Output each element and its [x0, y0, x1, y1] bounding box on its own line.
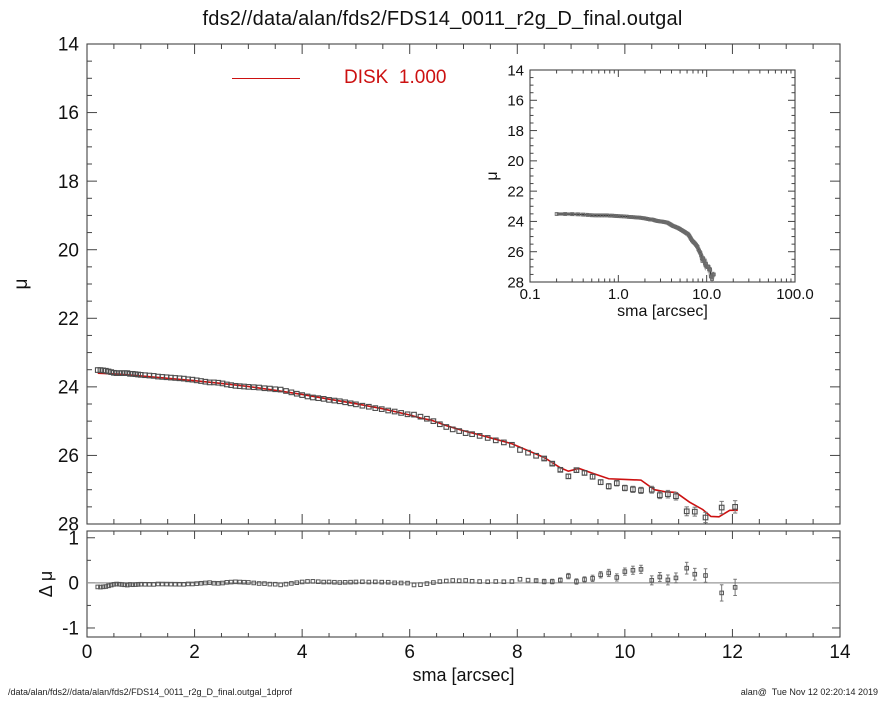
svg-text:0.1: 0.1	[520, 286, 541, 303]
legend-label: DISK 1.000	[344, 67, 447, 88]
disk-model-line	[97, 372, 738, 518]
main-data-series	[94, 367, 738, 524]
svg-text:16: 16	[58, 103, 79, 124]
main-panel: 14 16 18 20 22 24 26 28	[58, 35, 841, 536]
svg-text:10: 10	[614, 642, 635, 663]
svg-text:100.0: 100.0	[776, 286, 814, 303]
svg-text:14: 14	[58, 35, 80, 56]
svg-text:18: 18	[507, 123, 524, 140]
svg-text:24: 24	[507, 214, 524, 231]
svg-text:μ: μ	[11, 279, 32, 290]
svg-text:22: 22	[58, 309, 79, 330]
svg-text:0: 0	[68, 574, 79, 595]
footer-user-timestamp: alan@ Tue Nov 12 02:20:14 2019	[740, 687, 878, 697]
svg-text:sma [arcsec]: sma [arcsec]	[617, 303, 708, 320]
svg-text:-1: -1	[62, 619, 79, 640]
svg-text:28: 28	[58, 515, 79, 536]
inset-panel: 0.1 1.0 10.0 100.0 14 16 18 20 22 24 26 28	[507, 62, 813, 303]
svg-text:1: 1	[68, 528, 79, 549]
svg-text:14: 14	[507, 62, 524, 79]
svg-text:1.0: 1.0	[608, 286, 629, 303]
svg-text:20: 20	[58, 240, 79, 261]
svg-text:2: 2	[189, 642, 200, 663]
svg-text:16: 16	[507, 93, 524, 110]
inset-data-series	[554, 212, 716, 282]
svg-text:6: 6	[404, 642, 415, 663]
svg-text:24: 24	[58, 378, 80, 399]
footer-file-path: /data/alan/fds2//data/alan/fds2/FDS14_00…	[8, 687, 293, 697]
svg-text:18: 18	[58, 172, 79, 193]
svg-text:26: 26	[507, 244, 524, 261]
svg-text:22: 22	[507, 183, 524, 200]
svg-text:14: 14	[829, 642, 851, 663]
svg-text:28: 28	[507, 274, 524, 291]
svg-text:12: 12	[722, 642, 743, 663]
plot-title: fds2//data/alan/fds2/FDS14_0011_r2g_D_fi…	[202, 8, 683, 30]
legend: DISK 1.000	[232, 66, 446, 90]
svg-text:sma [arcsec]: sma [arcsec]	[412, 665, 514, 685]
svg-text:26: 26	[58, 446, 79, 467]
svg-text:Δ μ: Δ μ	[36, 571, 56, 597]
svg-text:0: 0	[82, 642, 93, 663]
svg-text:μ: μ	[484, 171, 501, 180]
svg-text:20: 20	[507, 153, 524, 170]
svg-text:4: 4	[297, 642, 308, 663]
svg-text:8: 8	[512, 642, 523, 663]
legend-line-sample	[232, 77, 300, 79]
svg-text:10.0: 10.0	[692, 286, 721, 303]
residual-series	[95, 561, 738, 602]
residual-panel: 0 2 4 6 8 10 12 14-101	[62, 528, 851, 663]
